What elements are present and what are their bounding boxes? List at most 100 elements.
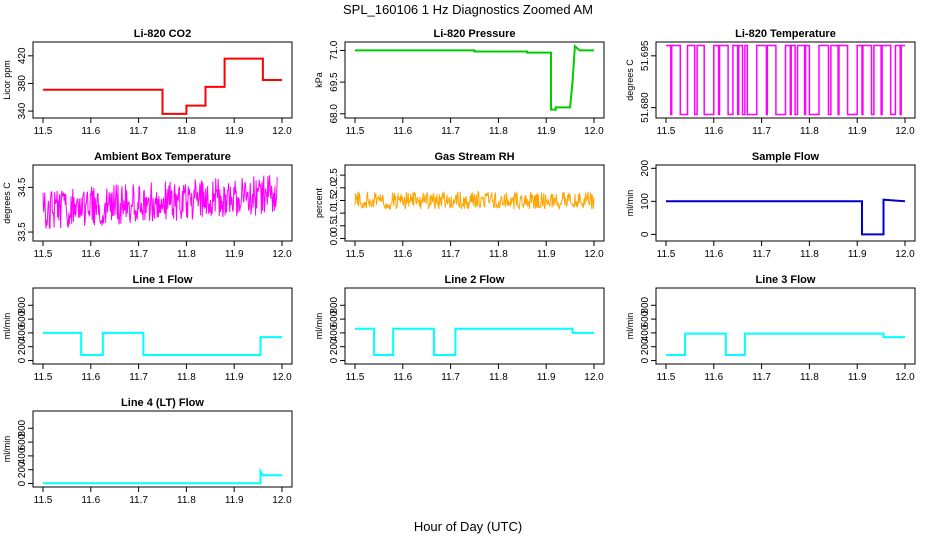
panel-title: Gas Stream RH <box>434 151 514 163</box>
x-tick-label: 11.5 <box>34 249 53 260</box>
x-tick-label: 11.7 <box>752 249 771 260</box>
x-tick-label: 11.8 <box>177 249 196 260</box>
x-tick-label: 12.0 <box>272 372 292 383</box>
y-tick-label: 0 <box>640 231 651 237</box>
x-tick-label: 11.5 <box>34 495 53 506</box>
x-tick-label: 11.7 <box>752 372 771 383</box>
panel-title: Ambient Box Temperature <box>94 151 231 163</box>
plot-frame <box>32 410 293 488</box>
x-tick-label: 11.6 <box>393 126 412 137</box>
x-tick-label: 12.0 <box>272 249 292 260</box>
y-tick-label: 0 <box>17 357 28 363</box>
panel-title: Line 2 Flow <box>445 274 505 286</box>
plot-frame <box>655 41 916 119</box>
panel-8: Line 2 Flow 11.5 11.6 11.7 11.8 11.9 12.0 0 2004… <box>314 274 605 383</box>
x-tick-label: 12.0 <box>272 495 292 506</box>
x-tick-label: 11.9 <box>848 249 867 260</box>
x-tick-label: 11.5 <box>657 372 676 383</box>
series-line <box>43 331 282 356</box>
x-tick-label: 11.6 <box>81 126 100 137</box>
x-tick-label: 11.6 <box>393 249 412 260</box>
plot-frame <box>344 164 605 242</box>
y-axis-label: percent <box>314 187 324 218</box>
y-axis-label: kPa <box>314 72 324 88</box>
y-tick-label: 200 <box>640 338 651 355</box>
x-tick-label: 11.9 <box>225 249 244 260</box>
x-tick-label: 11.9 <box>225 126 244 137</box>
x-tick-label: 11.7 <box>129 249 148 260</box>
x-tick-label: 11.5 <box>34 126 53 137</box>
panel-10: Line 4 (LT) Flow 11.5 11.6 11.7 11.8 11.9 12.0… <box>2 397 293 506</box>
plot-frame <box>655 164 916 242</box>
plot-frame <box>655 287 916 365</box>
y-tick-label: 800 <box>17 296 28 313</box>
x-tick-label: 11.8 <box>800 372 819 383</box>
x-tick-label: 12.0 <box>584 249 604 260</box>
y-tick-label: 400 <box>17 447 28 464</box>
x-tick-label: 11.8 <box>177 126 196 137</box>
x-tick-label: 11.6 <box>704 249 723 260</box>
y-tick-label: 380 <box>17 75 28 92</box>
y-axis-label: ml/min <box>314 313 324 340</box>
figure-x-axis-label: Hour of Day (UTC) <box>414 519 522 534</box>
series-line <box>666 198 906 236</box>
y-tick-label: 69.5 <box>329 72 340 92</box>
x-tick-label: 11.9 <box>225 495 244 506</box>
panel-title: Li-820 Pressure <box>434 28 516 40</box>
y-tick-label: 51.680 <box>640 92 651 123</box>
panel-6: Sample Flow 11.5 11.6 11.7 11.8 11.9 12.0 0 100 2… <box>625 151 916 260</box>
x-tick-label: 11.6 <box>81 372 100 383</box>
panel-title: Li-820 CO2 <box>134 28 191 40</box>
y-tick-label: 0 <box>640 357 651 363</box>
x-tick-label: 11.8 <box>800 126 819 137</box>
y-axis-label: Licor ppm <box>2 60 12 100</box>
x-tick-label: 11.5 <box>346 249 365 260</box>
x-tick-label: 11.5 <box>346 126 365 137</box>
y-tick-label: 2.0 <box>329 180 340 194</box>
x-tick-label: 11.9 <box>848 372 867 383</box>
x-tick-label: 11.7 <box>129 372 148 383</box>
x-tick-label: 11.6 <box>704 372 723 383</box>
y-tick-label: 1.0 <box>329 206 340 220</box>
x-tick-label: 11.8 <box>489 126 508 137</box>
panel-9: Line 3 Flow 11.5 11.6 11.7 11.8 11.9 12.0 0 2004… <box>625 274 916 383</box>
y-tick-label: 0.0 <box>329 231 340 245</box>
x-tick-label: 12.0 <box>895 126 915 137</box>
y-tick-label: 200 <box>329 338 340 355</box>
x-tick-label: 11.9 <box>537 126 556 137</box>
y-axis-label: ml/min <box>2 313 12 340</box>
panel-title: Sample Flow <box>752 151 820 163</box>
y-tick-label: 33.5 <box>17 222 28 242</box>
y-tick-label: 400 <box>17 324 28 341</box>
x-tick-label: 12.0 <box>895 372 915 383</box>
x-tick-label: 12.0 <box>584 126 604 137</box>
y-tick-label: 600 <box>17 310 28 327</box>
x-tick-label: 12.0 <box>272 126 292 137</box>
panel-4: Ambient Box Temperature 11.5 11.6 11.7 11.8 1… <box>2 151 293 260</box>
series-line <box>355 327 594 356</box>
series-line <box>43 57 282 115</box>
x-tick-label: 11.8 <box>489 249 508 260</box>
x-tick-label: 11.8 <box>177 495 196 506</box>
panel-title: Li-820 Temperature <box>735 28 836 40</box>
x-tick-label: 11.9 <box>537 372 556 383</box>
y-tick-label: 420 <box>17 47 28 64</box>
series-line <box>355 44 594 111</box>
panel-title: Line 4 (LT) Flow <box>121 397 204 409</box>
panel-5: Gas Stream RH 11.5 11.6 11.7 11.8 11.9 12.0 0.0… <box>314 151 605 260</box>
x-tick-label: 11.5 <box>657 249 676 260</box>
panel-title: Line 3 Flow <box>756 274 816 286</box>
x-tick-label: 11.7 <box>752 126 771 137</box>
series-line <box>666 44 905 116</box>
plot-frame <box>32 287 293 365</box>
y-axis-label: ml/min <box>625 313 635 340</box>
x-tick-label: 11.9 <box>848 126 867 137</box>
y-tick-label: 800 <box>17 419 28 436</box>
y-tick-label: 600 <box>329 310 340 327</box>
y-tick-label: 100 <box>640 193 651 210</box>
y-axis-label: degrees C <box>625 59 635 101</box>
x-tick-label: 11.6 <box>81 249 100 260</box>
x-tick-label: 11.5 <box>657 126 676 137</box>
x-tick-label: 11.6 <box>81 495 100 506</box>
